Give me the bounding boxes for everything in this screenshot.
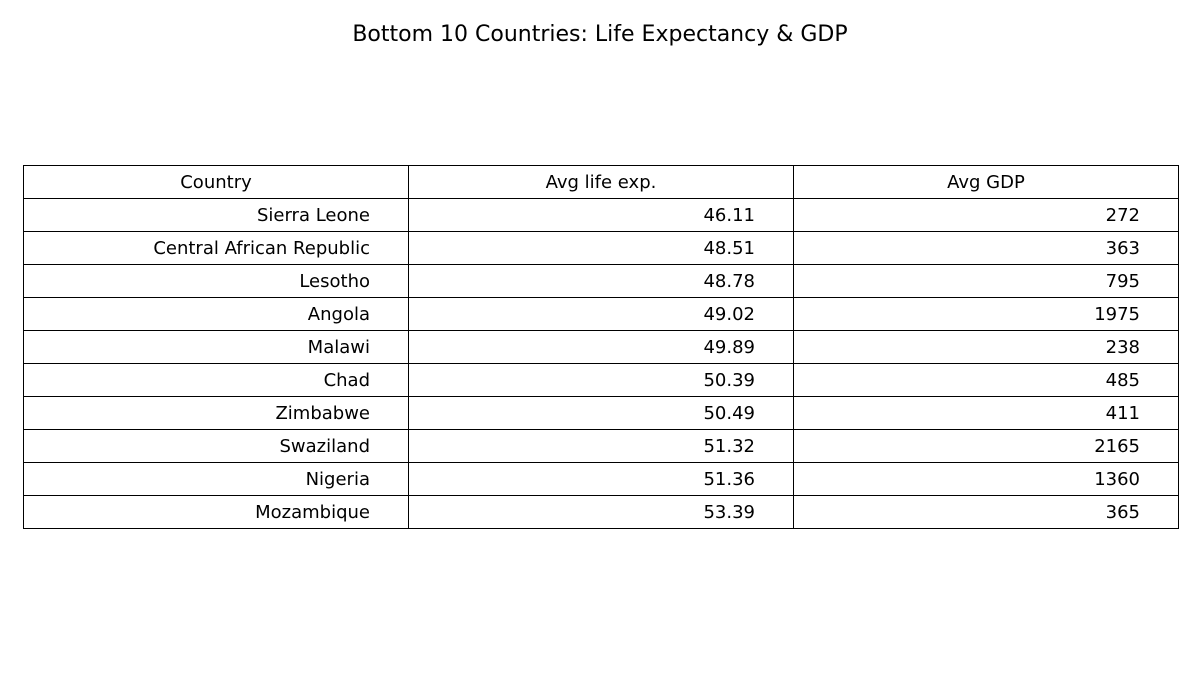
cell-country: Angola (23, 297, 409, 331)
cell-country: Malawi (23, 330, 409, 364)
column-header-country: Country (23, 165, 409, 199)
cell-gdp: 363 (793, 231, 1179, 265)
cell-life-exp: 48.51 (408, 231, 794, 265)
table-row: Zimbabwe 50.49 411 (23, 396, 1179, 430)
cell-country: Lesotho (23, 264, 409, 298)
cell-gdp: 1360 (793, 462, 1179, 496)
cell-country: Mozambique (23, 495, 409, 529)
table-row: Lesotho 48.78 795 (23, 264, 1179, 298)
cell-gdp: 1975 (793, 297, 1179, 331)
table-row: Chad 50.39 485 (23, 363, 1179, 397)
table-row: Swaziland 51.32 2165 (23, 429, 1179, 463)
table-header-row: Country Avg life exp. Avg GDP (23, 165, 1179, 199)
data-table: Country Avg life exp. Avg GDP Sierra Leo… (23, 165, 1179, 529)
cell-country: Swaziland (23, 429, 409, 463)
cell-gdp: 485 (793, 363, 1179, 397)
table-row: Angola 49.02 1975 (23, 297, 1179, 331)
cell-life-exp: 53.39 (408, 495, 794, 529)
cell-life-exp: 50.39 (408, 363, 794, 397)
cell-gdp: 795 (793, 264, 1179, 298)
cell-country: Nigeria (23, 462, 409, 496)
chart-title: Bottom 10 Countries: Life Expectancy & G… (352, 22, 848, 47)
cell-life-exp: 51.32 (408, 429, 794, 463)
cell-life-exp: 50.49 (408, 396, 794, 430)
cell-gdp: 2165 (793, 429, 1179, 463)
column-header-life-exp: Avg life exp. (408, 165, 794, 199)
cell-country: Central African Republic (23, 231, 409, 265)
column-header-gdp: Avg GDP (793, 165, 1179, 199)
cell-gdp: 238 (793, 330, 1179, 364)
cell-gdp: 411 (793, 396, 1179, 430)
cell-country: Zimbabwe (23, 396, 409, 430)
table-row: Sierra Leone 46.11 272 (23, 198, 1179, 232)
table-row: Nigeria 51.36 1360 (23, 462, 1179, 496)
cell-country: Chad (23, 363, 409, 397)
table-row: Malawi 49.89 238 (23, 330, 1179, 364)
cell-life-exp: 49.89 (408, 330, 794, 364)
cell-life-exp: 46.11 (408, 198, 794, 232)
cell-gdp: 365 (793, 495, 1179, 529)
cell-life-exp: 49.02 (408, 297, 794, 331)
table-row: Mozambique 53.39 365 (23, 495, 1179, 529)
cell-country: Sierra Leone (23, 198, 409, 232)
table-row: Central African Republic 48.51 363 (23, 231, 1179, 265)
cell-gdp: 272 (793, 198, 1179, 232)
cell-life-exp: 51.36 (408, 462, 794, 496)
cell-life-exp: 48.78 (408, 264, 794, 298)
